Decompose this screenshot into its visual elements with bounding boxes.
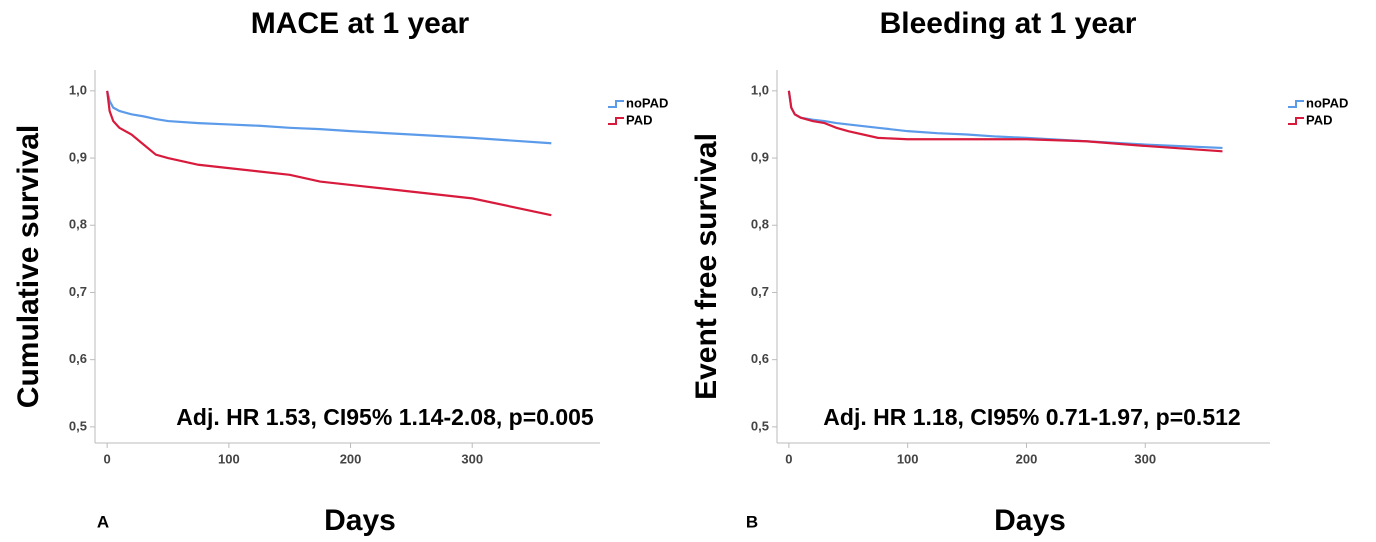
legend-swatch xyxy=(608,117,624,125)
x-axis-label: Days xyxy=(994,504,1066,537)
y-tick-label: 0,8 xyxy=(751,217,769,232)
panel-label: B xyxy=(746,512,758,531)
y-axis-label: Cumulative survival xyxy=(12,125,45,408)
legend-swatch xyxy=(1288,117,1304,125)
legend-label: PAD xyxy=(1306,112,1332,127)
legend-swatch xyxy=(608,100,624,108)
y-tick-label: 0,5 xyxy=(69,418,87,433)
legend-label: noPAD xyxy=(626,95,668,110)
x-tick-label: 300 xyxy=(1134,451,1156,466)
x-tick-label: 100 xyxy=(897,451,919,466)
legend-label: PAD xyxy=(626,112,652,127)
survival-line xyxy=(106,90,552,217)
y-tick-label: 0,9 xyxy=(751,149,769,164)
x-tick-label: 100 xyxy=(218,451,240,466)
annotation: Adj. HR 1.53, CI95% 1.14-2.08, p=0.005 xyxy=(176,404,594,430)
y-tick-label: 0,8 xyxy=(69,217,87,232)
legend-swatch xyxy=(1288,100,1304,108)
panel-label: A xyxy=(97,512,109,531)
y-tick-label: 1,0 xyxy=(751,82,769,97)
x-tick-label: 200 xyxy=(340,451,362,466)
survival-line xyxy=(787,90,1223,153)
y-tick-label: 0,9 xyxy=(69,149,87,164)
x-tick-label: 300 xyxy=(461,451,483,466)
chart-title: Bleeding at 1 year xyxy=(880,7,1137,40)
chart-title: MACE at 1 year xyxy=(251,7,470,40)
x-tick-label: 0 xyxy=(104,451,111,466)
survival-line xyxy=(106,90,552,145)
annotation: Adj. HR 1.18, CI95% 0.71-1.97, p=0.512 xyxy=(823,404,1240,430)
y-tick-label: 0,7 xyxy=(69,284,87,299)
y-tick-label: 0,7 xyxy=(751,284,769,299)
y-tick-label: 0,5 xyxy=(751,418,769,433)
legend-label: noPAD xyxy=(1306,95,1348,110)
x-tick-label: 0 xyxy=(785,451,792,466)
y-tick-label: 0,6 xyxy=(69,351,87,366)
y-tick-label: 1,0 xyxy=(69,82,87,97)
x-axis-label: Days xyxy=(324,504,396,537)
x-tick-label: 200 xyxy=(1016,451,1038,466)
y-axis-label: Event free survival xyxy=(690,133,723,400)
y-tick-label: 0,6 xyxy=(751,351,769,366)
